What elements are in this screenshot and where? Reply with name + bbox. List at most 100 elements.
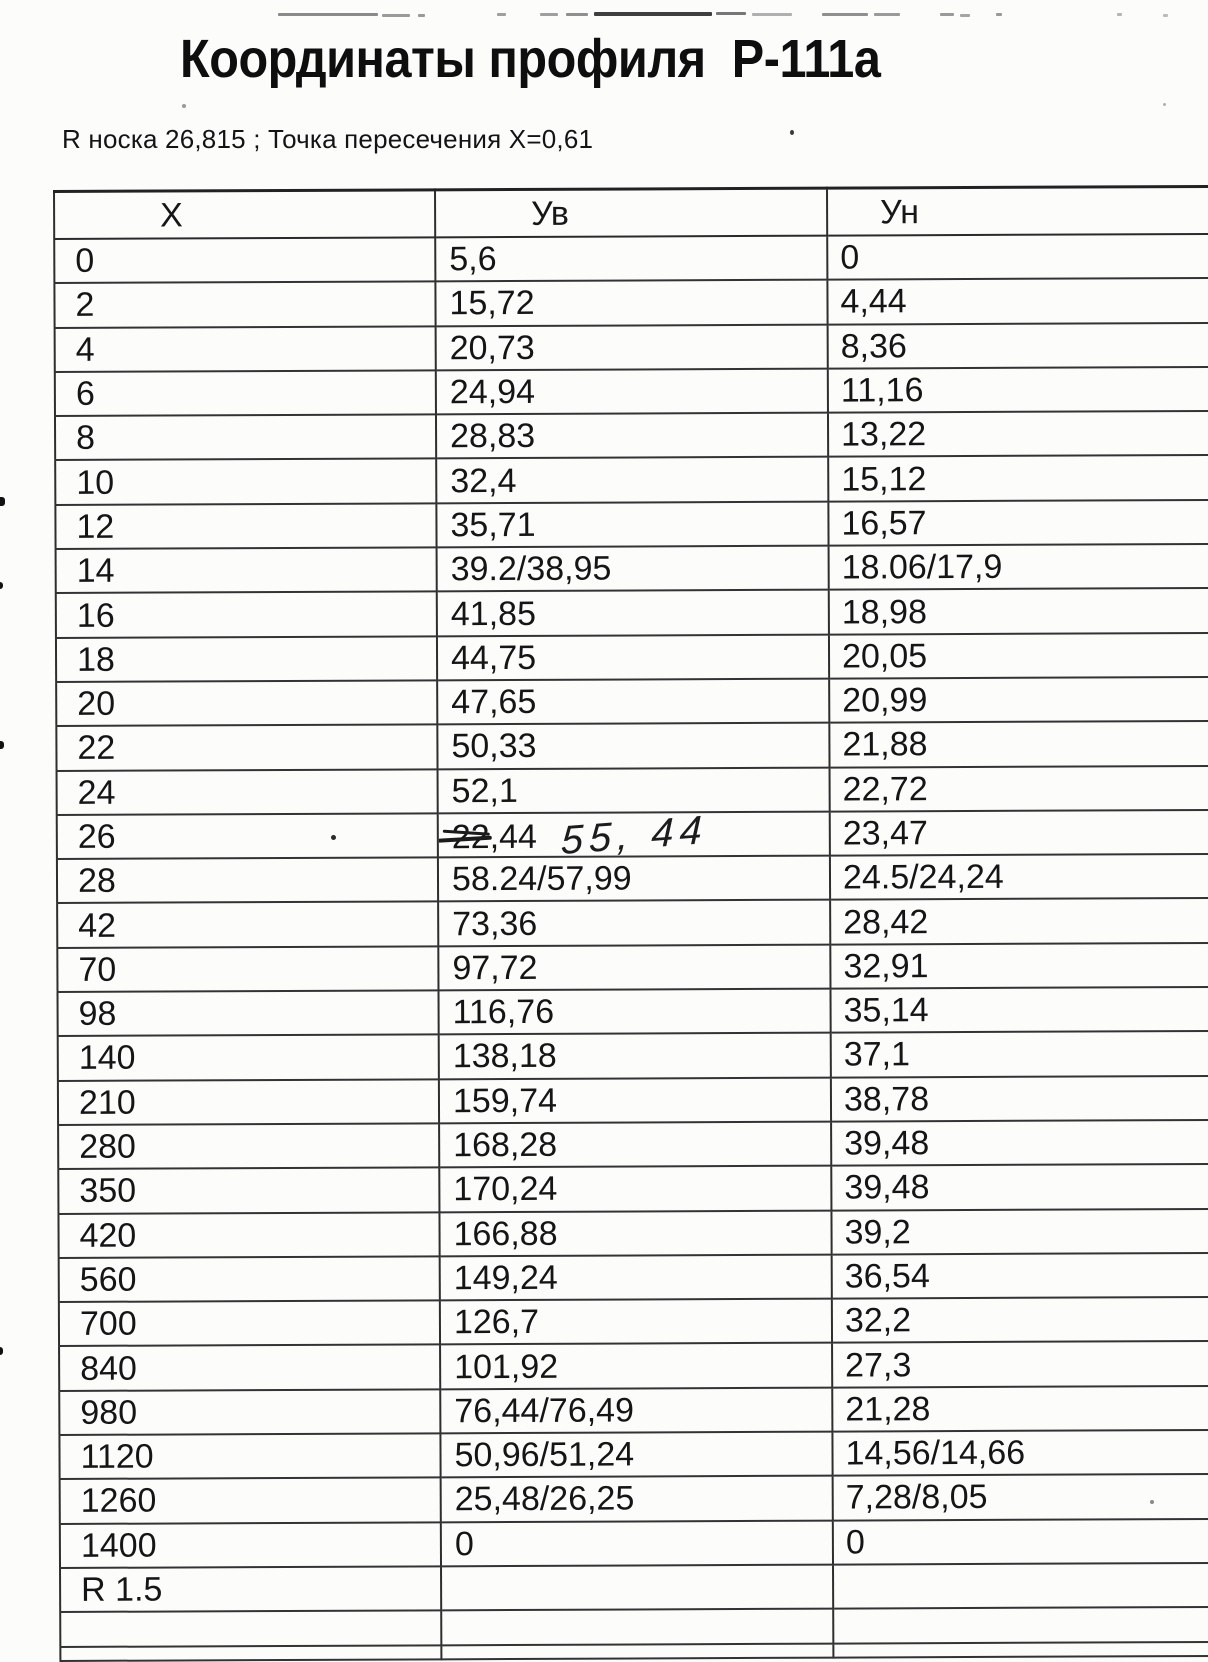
cell-yn xyxy=(833,1642,1208,1658)
cell-yv: 168,28 xyxy=(439,1121,832,1168)
cell-yv xyxy=(441,1608,834,1646)
cell-x: 4 xyxy=(54,325,436,372)
cell-x: 98 xyxy=(57,990,439,1037)
cell-yn: 15,12 xyxy=(828,455,1208,502)
scan-speck xyxy=(1150,1500,1154,1504)
cell-yv: 101,92 xyxy=(440,1343,833,1390)
table-row: 1120 50,96/51,24 14,56/14,66 xyxy=(59,1429,1208,1480)
page-title: Координаты профиля Р-111а xyxy=(180,29,881,89)
cell-yv xyxy=(441,1564,834,1611)
table-row: 210 159,74 38,78 xyxy=(57,1075,1208,1125)
scan-edge-mark xyxy=(0,1347,3,1355)
cell-x: 1120 xyxy=(59,1433,441,1480)
table-row: 8 28,83 13,22 xyxy=(54,411,1208,461)
cell-yn: 37,1 xyxy=(830,1031,1208,1078)
table-row: 6 24,94 11,16 xyxy=(54,366,1208,417)
cell-yv: 50,33 xyxy=(437,722,830,769)
cell-x: 560 xyxy=(58,1256,440,1303)
cell-yv: 32,4 xyxy=(436,457,829,504)
cell-yn: 35,14 xyxy=(830,986,1208,1033)
table-row: 0 5,6 0 xyxy=(54,233,1208,284)
scan-artifact-dash xyxy=(822,13,868,16)
cell-yn: 4,44 xyxy=(827,278,1208,325)
scan-artifact-dash xyxy=(874,13,900,16)
cell-x: R 1.5 xyxy=(60,1566,442,1613)
cell-yv: 22,44 55, 44 xyxy=(437,811,830,858)
cell-x: 700 xyxy=(58,1300,441,1347)
header-yv: Ув xyxy=(435,188,828,238)
cell-yn: 13,22 xyxy=(827,411,1208,458)
table-row: 1400 0 0 xyxy=(59,1518,1208,1568)
table-row xyxy=(60,1607,1208,1648)
table-row: 840 101,92 27,3 xyxy=(59,1341,1208,1391)
cell-x: 16 xyxy=(55,591,437,638)
table-row: 140 138,18 37,1 xyxy=(57,1031,1208,1081)
table-row: 980 76,44/76,49 21,28 xyxy=(59,1385,1208,1435)
table-row: 350 170,24 39,48 xyxy=(58,1164,1208,1214)
cell-x: 0 xyxy=(54,237,436,284)
table-row: 10 32,4 15,12 xyxy=(55,455,1208,505)
cell-yn: 22,72 xyxy=(829,765,1208,812)
table-row: 42 73,36 28,42 xyxy=(57,898,1208,948)
scan-speck xyxy=(182,104,186,108)
scan-edge-mark xyxy=(0,582,3,589)
scan-artifact-dash xyxy=(940,13,954,16)
cell-x: 280 xyxy=(58,1123,440,1170)
printed-value-rest: ,44 xyxy=(489,817,538,857)
table-row: 14 39.2/38,95 18.06/17,9 xyxy=(55,544,1208,594)
scan-artifact-dash xyxy=(497,13,506,16)
table-row: 26 22,44 55, 44 23,47 xyxy=(56,809,1208,860)
cell-yn: 8,36 xyxy=(827,322,1208,369)
scan-speck xyxy=(790,130,794,135)
cell-yv: 126,7 xyxy=(439,1298,833,1345)
handwritten-correction: 55, 44 xyxy=(560,811,709,858)
cell-yv: 159,74 xyxy=(438,1077,832,1124)
cell-yn: 32,2 xyxy=(831,1297,1208,1344)
cell-x: 6 xyxy=(54,370,436,417)
table-row: 16 41,85 18,98 xyxy=(55,588,1208,638)
cell-yn: 21,28 xyxy=(832,1385,1208,1432)
table-header-row: Х Ув Ун xyxy=(54,186,1208,239)
cell-x: 840 xyxy=(59,1344,441,1391)
cell-yn: 0 xyxy=(832,1518,1208,1565)
cell-yv: 0 xyxy=(440,1520,834,1567)
cell-yv: 15,72 xyxy=(435,279,828,326)
cell-x: 420 xyxy=(58,1211,440,1258)
cell-yn: 32,91 xyxy=(830,942,1208,989)
scan-artifact-dash xyxy=(996,13,1002,16)
table-row: 12 35,71 16,57 xyxy=(55,499,1208,550)
cell-x: 140 xyxy=(57,1034,439,1081)
cell-x: 20 xyxy=(56,680,438,727)
cell-yn: 20,99 xyxy=(829,676,1208,723)
cell-x: 8 xyxy=(54,414,437,461)
cell-yv: 20,73 xyxy=(435,324,828,371)
scan-artifact-dash xyxy=(716,12,746,15)
cell-x: 24 xyxy=(56,768,438,815)
scan-edge-mark xyxy=(0,741,4,749)
cell-yn: 11,16 xyxy=(827,366,1208,413)
cell-yn xyxy=(833,1562,1208,1609)
cell-x: 12 xyxy=(55,503,437,550)
table-row: 18 44,75 20,05 xyxy=(55,632,1208,682)
cell-yv xyxy=(441,1643,834,1660)
cell-yv: 97,72 xyxy=(438,944,831,991)
table-row: 20 47,65 20,99 xyxy=(56,676,1208,727)
cell-yn: 39,48 xyxy=(831,1164,1208,1211)
cell-yv: 76,44/76,49 xyxy=(440,1387,833,1434)
cell-yn: 36,54 xyxy=(831,1252,1208,1299)
cell-x: 210 xyxy=(57,1078,440,1125)
cell-yv: 52,1 xyxy=(437,767,830,814)
cell-x: 1400 xyxy=(59,1521,442,1568)
cell-yv: 138,18 xyxy=(438,1032,831,1079)
cell-yv: 166,88 xyxy=(439,1210,832,1257)
coordinate-table-body: 0 5,6 0 2 15,72 4,44 4 20,73 8,36 6 24,94 11,16 8 28,… xyxy=(54,233,1208,1662)
cell-yv: 73,36 xyxy=(438,900,831,947)
cell-yv: 170,24 xyxy=(439,1165,832,1212)
cell-yn: 14,56/14,66 xyxy=(832,1429,1208,1476)
cell-yv: 28,83 xyxy=(435,412,829,459)
cell-x: 28 xyxy=(56,857,439,904)
cell-yv: 41,85 xyxy=(436,589,829,637)
cell-yn: 18,98 xyxy=(828,588,1208,635)
table-row: 70 97,72 32,91 xyxy=(57,942,1208,993)
scan-artifact-dash xyxy=(418,14,425,17)
